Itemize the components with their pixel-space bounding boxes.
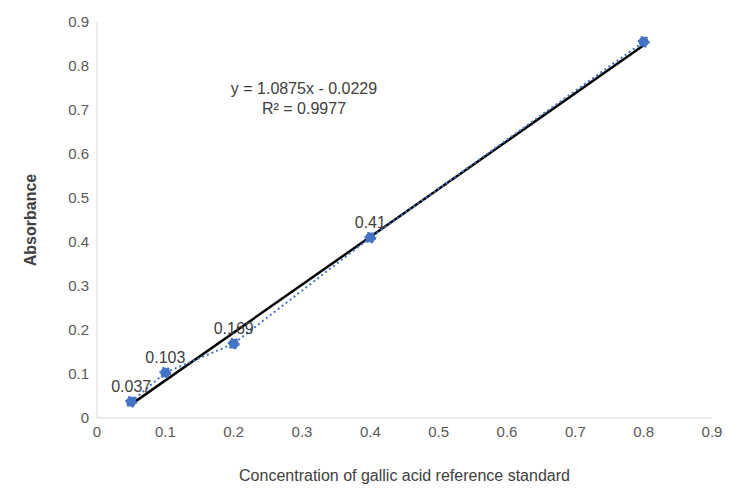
svg-text:0.8: 0.8	[633, 423, 654, 440]
svg-text:Absorbance: Absorbance	[22, 174, 39, 267]
svg-text:0.6: 0.6	[68, 145, 89, 162]
svg-text:0.5: 0.5	[68, 189, 89, 206]
svg-text:0.41: 0.41	[355, 214, 386, 231]
svg-text:0.7: 0.7	[68, 101, 89, 118]
svg-text:0: 0	[93, 423, 101, 440]
svg-text:0.1: 0.1	[68, 365, 89, 382]
svg-text:0.6: 0.6	[497, 423, 518, 440]
svg-text:0.2: 0.2	[223, 423, 244, 440]
svg-text:0.3: 0.3	[68, 277, 89, 294]
svg-text:0.1: 0.1	[155, 423, 176, 440]
svg-text:0.103: 0.103	[145, 349, 185, 366]
svg-text:0.9: 0.9	[702, 423, 723, 440]
svg-text:0.5: 0.5	[428, 423, 449, 440]
svg-text:0: 0	[81, 409, 89, 426]
svg-text:Concentration of gallic acid r: Concentration of gallic acid reference s…	[239, 467, 570, 484]
svg-text:0.4: 0.4	[68, 233, 89, 250]
svg-text:0.8: 0.8	[68, 57, 89, 74]
html-text:R² = 0.9977: R² = 0.9977	[262, 100, 346, 117]
svg-text:0.3: 0.3	[292, 423, 313, 440]
svg-text:0.169: 0.169	[214, 320, 254, 337]
svg-text:0.037: 0.037	[111, 378, 151, 395]
svg-text:0.7: 0.7	[565, 423, 586, 440]
svg-text:0.2: 0.2	[68, 321, 89, 338]
html-text:y = 1.0875x - 0.0229: y = 1.0875x - 0.0229	[230, 80, 378, 97]
svg-text:0.9: 0.9	[68, 13, 89, 30]
svg-text:0.4: 0.4	[360, 423, 381, 440]
